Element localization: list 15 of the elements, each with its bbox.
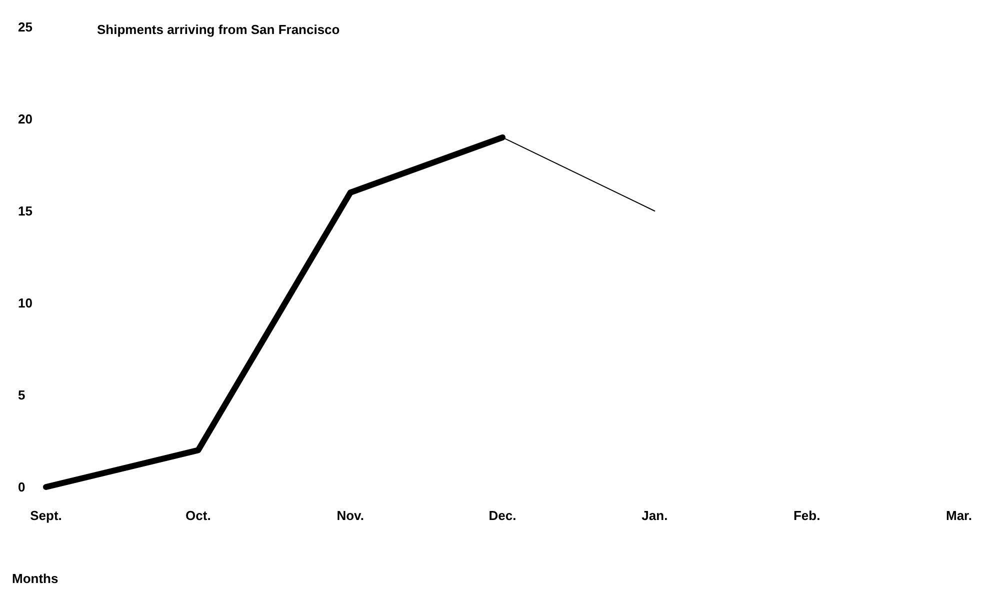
x-tick-label: Oct.	[186, 508, 211, 523]
chart-title: Shipments arriving from San Francisco	[97, 22, 340, 37]
x-tick-label: Feb.	[793, 508, 820, 523]
x-tick-label: Dec.	[488, 508, 516, 523]
x-tick-label: Nov.	[336, 508, 364, 523]
y-tick-label: 5	[18, 388, 26, 402]
y-tick-label: 10	[18, 296, 32, 310]
x-axis-title: Months	[12, 571, 58, 586]
y-tick-label: 20	[18, 112, 32, 126]
x-tick-label: Sept.	[30, 508, 62, 523]
y-tick-label: 0	[18, 480, 26, 494]
x-tick-label: Jan.	[642, 508, 668, 523]
x-tick-label: Mar.	[946, 508, 972, 523]
y-tick-label: 25	[18, 20, 32, 34]
y-tick-label: 15	[18, 204, 32, 218]
